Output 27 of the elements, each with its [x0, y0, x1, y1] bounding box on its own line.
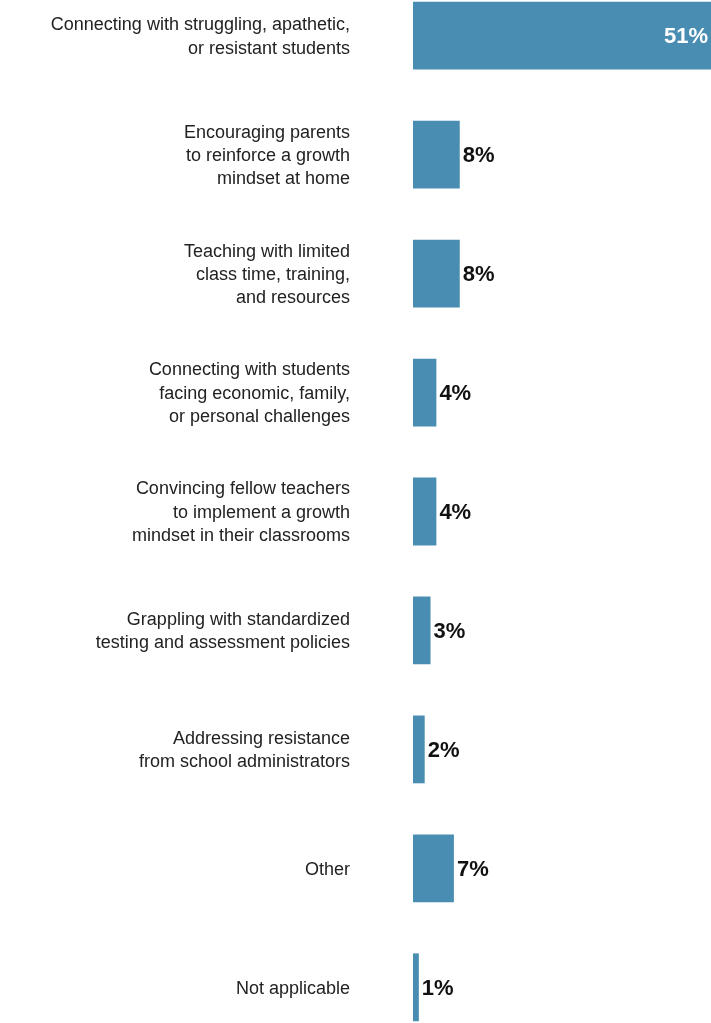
data-label: 8% — [462, 261, 495, 287]
data-label: 3% — [433, 617, 466, 643]
data-label: 51% — [663, 23, 708, 49]
y-tick-label: Convincing fellow teachers to implement a growth mindset in their classrooms — [131, 478, 350, 546]
bar — [413, 834, 454, 903]
bar — [413, 715, 425, 784]
data-label: 1% — [421, 974, 454, 1000]
bar — [413, 1, 711, 70]
data-label: 7% — [456, 855, 489, 881]
data-label: 4% — [439, 499, 472, 524]
y-tick-label: Grappling with standardized testing and assessment policies — [95, 609, 350, 653]
y-tick-label: Encouraging parents to reinforce a growth mindset at home — [183, 121, 350, 189]
data-label: 2% — [427, 736, 460, 762]
y-tick-label: Teaching with limited class time, training, and resources — [183, 240, 350, 308]
y-tick-label: Connecting with struggling, apathetic, or resistant students — [50, 14, 350, 58]
y-tick-label: Other — [304, 858, 350, 879]
bar — [413, 477, 437, 546]
bar — [413, 596, 431, 665]
y-tick-label: Connecting with students facing economic, family, or personal challenges — [148, 359, 350, 427]
y-tick-label: Not applicable — [235, 977, 350, 998]
bar — [413, 239, 460, 308]
data-label: 8% — [462, 142, 495, 168]
bar — [413, 953, 419, 1022]
bar — [413, 120, 460, 189]
y-tick-label: Addressing resistance from school administrators — [138, 728, 350, 772]
bar — [413, 358, 437, 427]
data-label: 4% — [439, 380, 472, 406]
